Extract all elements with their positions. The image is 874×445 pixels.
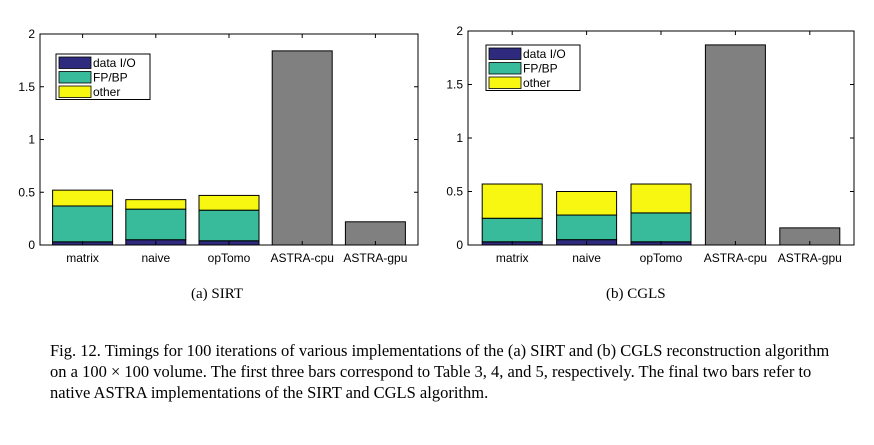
ytick-label-p1-1: 0.5 [446, 185, 463, 199]
bar-p0-c1-s1 [125, 208, 187, 241]
bar-p0-c2-s2 [198, 194, 260, 211]
xtick-label-p1-2: opTomo [640, 251, 683, 265]
legend-swatch-p1-0 [488, 47, 522, 60]
ytick-label-p0-2: 1 [28, 133, 35, 147]
ytick-label-p1-0: 0 [456, 238, 463, 252]
bar-p1-c3-s3 [704, 44, 766, 246]
xtick-label-p1-3: ASTRA-cpu [704, 251, 767, 265]
ytick-label-p0-4: 2 [28, 27, 35, 41]
legend-label-p1-1: FP/BP [523, 62, 558, 76]
bar-p1-c0-s1 [481, 217, 543, 243]
legend-swatch-p0-1 [58, 71, 92, 84]
bar-p1-c2-s2 [630, 183, 692, 214]
legend-label-p0-0: data I/O [93, 56, 136, 70]
bar-p1-c1-s1 [556, 214, 618, 241]
bar-p0-c0-s1 [52, 205, 114, 243]
bar-p0-c3-s3 [271, 50, 333, 246]
bar-p0-c1-s2 [125, 199, 187, 210]
ytick-label-p0-1: 0.5 [18, 185, 35, 199]
bar-p1-c2-s1 [630, 212, 692, 243]
xtick-label-p1-1: naive [572, 251, 601, 265]
legend-swatch-p0-2 [58, 85, 92, 98]
xtick-label-p0-4: ASTRA-gpu [343, 251, 407, 265]
legend-swatch-p1-1 [488, 62, 522, 75]
figure-caption: Fig. 12. Timings for 100 iterations of v… [50, 341, 830, 402]
legend-label-p0-2: other [93, 85, 120, 99]
ytick-label-p1-2: 1 [456, 131, 463, 145]
ytick-label-p0-3: 1.5 [18, 80, 35, 94]
legend-label-p1-2: other [523, 76, 550, 90]
legend-swatch-p0-0 [58, 56, 92, 69]
bar-p1-c1-s2 [556, 191, 618, 216]
subcaption-a: (a) SIRT [191, 286, 244, 302]
xtick-label-p0-0: matrix [66, 251, 99, 265]
bar-p0-c2-s1 [198, 209, 260, 242]
xtick-label-p0-1: naive [141, 251, 170, 265]
legend-swatch-p1-2 [488, 76, 522, 89]
xtick-label-p0-3: ASTRA-cpu [271, 251, 334, 265]
ytick-label-p0-0: 0 [28, 238, 35, 252]
subcaption-b: (b) CGLS [606, 286, 666, 302]
figure-charts: matrix naive opTomo ASTRA-cpu ASTRA-gpu 0 0.5 1… [18, 24, 855, 265]
ytick-label-p1-3: 1.5 [446, 78, 463, 92]
legend-label-p1-0: data I/O [523, 47, 566, 61]
xtick-label-p1-4: ASTRA-gpu [778, 251, 842, 265]
legend-label-p0-1: FP/BP [93, 71, 128, 85]
bar-p0-c0-s2 [52, 189, 114, 207]
ytick-label-p1-4: 2 [456, 24, 463, 38]
xtick-label-p1-0: matrix [496, 251, 529, 265]
bar-p1-c0-s2 [481, 183, 543, 219]
xtick-label-p0-2: opTomo [208, 251, 251, 265]
